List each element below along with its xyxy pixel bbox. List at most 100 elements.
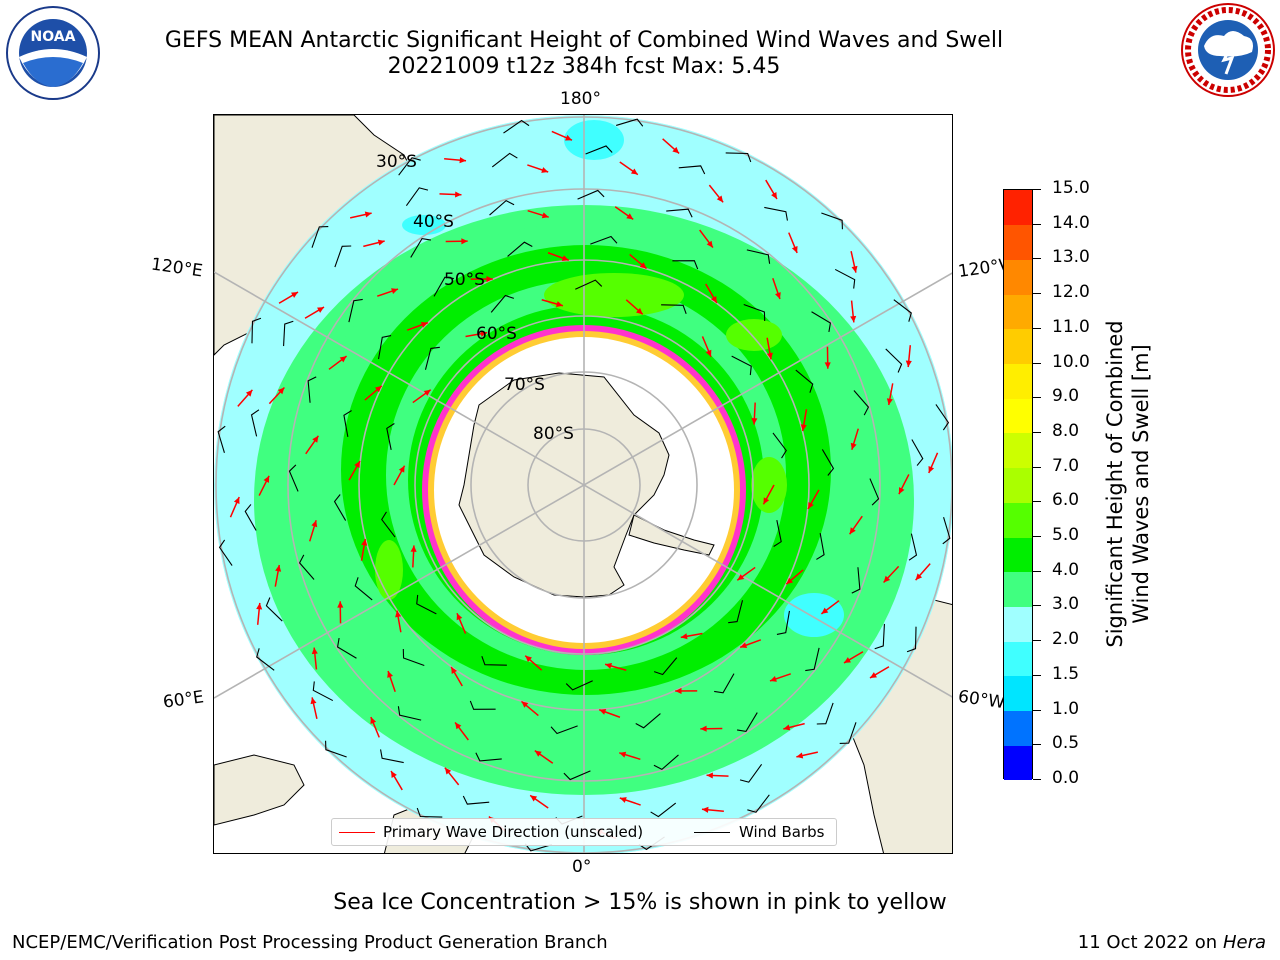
lon-label-0: 0°: [572, 857, 592, 877]
colorbar-tick: [1033, 744, 1041, 746]
wind-barb: [616, 118, 644, 127]
wind-barb: [893, 299, 912, 322]
lon-label-120e: 120°E: [149, 254, 204, 282]
wave-direction-arrow: [928, 452, 939, 474]
wave-direction-arrow: [349, 211, 372, 219]
wave-direction-arrow: [619, 797, 641, 806]
lat-label-50s: 50°S: [444, 270, 485, 290]
colorbar-segment: [1004, 675, 1032, 712]
wind-barb: [795, 369, 814, 393]
lon-label-180: 180°: [560, 89, 601, 109]
colorbar-segment: [1004, 745, 1032, 781]
wind-barb: [550, 725, 578, 735]
wave-direction-arrow: [390, 770, 403, 791]
wave-direction-arrow: [751, 402, 758, 425]
colorbar-tick-label: 9.0: [1052, 386, 1080, 407]
wind-barb: [577, 189, 605, 200]
wave-direction-arrow: [527, 210, 549, 219]
wave-direction-arrow: [820, 600, 840, 615]
footer-machine: Hera: [1222, 932, 1266, 953]
wave-direction-legend-line: [339, 832, 375, 833]
colorbar-tick: [1033, 293, 1041, 295]
wind-barb: [381, 511, 396, 538]
wind-barb: [507, 241, 533, 257]
wind-barb: [764, 206, 788, 221]
wave-direction-arrow: [444, 157, 467, 164]
wind-barb: [410, 237, 432, 258]
wind-barb: [851, 567, 861, 594]
wave-direction-arrow: [551, 130, 573, 141]
wind-barb: [650, 802, 677, 818]
wind-barbs-layer: [217, 118, 951, 852]
wind-barb: [678, 165, 706, 175]
colorbar-title: Significant Height of Combined Wind Wave…: [1102, 274, 1154, 694]
colorbar-segment: [1004, 328, 1032, 365]
wave-direction-arrow: [310, 697, 318, 720]
wave-direction-arrow: [393, 465, 406, 486]
wave-direction-arrow: [599, 709, 621, 718]
lat-label-30s: 30°S: [376, 152, 417, 172]
colorbar-tick-label: 10.0: [1052, 351, 1090, 372]
wind-barb: [739, 763, 763, 783]
wave-direction-arrow: [268, 387, 285, 405]
wind-barb: [405, 187, 429, 207]
colorbar-tick: [1033, 779, 1041, 780]
colorbar-tick-label: 6.0: [1052, 490, 1080, 511]
colorbar-segment: [1004, 467, 1032, 503]
wind-barb: [398, 157, 421, 176]
footer-date: 11 Oct 2022 on Hera: [1078, 932, 1266, 953]
map-legend: Primary Wave Direction (unscaled) Wind B…: [331, 818, 837, 846]
wave-direction-arrow: [444, 767, 460, 786]
wind-barb: [821, 212, 843, 230]
wind-barb: [416, 807, 443, 818]
lat-label-60s: 60°S: [476, 324, 517, 344]
wind-barb: [565, 680, 593, 691]
wind-barb: [416, 594, 437, 615]
colorbar-tick: [1033, 258, 1041, 260]
colorbar-segment: [1004, 398, 1032, 434]
wind-barb: [666, 208, 693, 218]
colorbar-tick-label: 13.0: [1052, 247, 1090, 268]
lon-label-60e: 60°E: [161, 687, 206, 713]
wind-barb: [661, 304, 687, 314]
wave-direction-arrow: [675, 687, 698, 695]
wind-barb: [635, 713, 661, 729]
wind-barb: [747, 794, 770, 813]
colorbar: [1003, 189, 1033, 781]
wave-direction-arrow: [454, 721, 469, 741]
colorbar-segment: [1004, 571, 1032, 607]
wave-direction-arrow: [850, 428, 859, 450]
wind-barb: [217, 425, 226, 453]
wave-direction-arrow: [772, 277, 781, 300]
wind-barb: [653, 657, 678, 676]
wind-barb: [714, 673, 735, 694]
wave-direction-arrow: [785, 569, 804, 585]
noaa-logo: NOAA: [6, 6, 100, 100]
colorbar-tick-label: 3.0: [1052, 594, 1080, 615]
colorbar-tick-label: 12.0: [1052, 282, 1090, 303]
wave-direction-arrow: [849, 515, 863, 535]
wave-direction-arrow: [762, 484, 775, 505]
colorbar-tick-label: 0.5: [1052, 733, 1080, 754]
wave-direction-arrow: [706, 772, 729, 779]
wind-barb: [908, 533, 918, 561]
wave-direction-legend-label: Primary Wave Direction (unscaled): [383, 823, 644, 841]
wind-barb: [490, 294, 515, 313]
colorbar-tick-label: 14.0: [1052, 212, 1090, 233]
wind-barb: [334, 245, 352, 268]
colorbar-segment: [1004, 224, 1032, 260]
colorbar-tick-label: 8.0: [1052, 420, 1080, 441]
lat-label-80s: 80°S: [533, 424, 574, 444]
wind-barb: [839, 722, 857, 744]
wave-direction-arrow: [376, 288, 399, 297]
wind-barb: [942, 517, 951, 545]
wave-direction-arrow: [843, 651, 864, 664]
wave-direction-arrow: [258, 475, 270, 496]
wave-direction-arrow: [708, 184, 724, 203]
wave-direction-arrow: [305, 435, 319, 455]
wind-barb: [402, 649, 425, 666]
wave-direction-arrow: [360, 538, 368, 561]
colorbar-title-line2: Wind Waves and Swell [m]: [1129, 344, 1153, 624]
colorbar-title-line1: Significant Height of Combined: [1103, 320, 1127, 648]
colorbar-tick: [1033, 501, 1041, 503]
